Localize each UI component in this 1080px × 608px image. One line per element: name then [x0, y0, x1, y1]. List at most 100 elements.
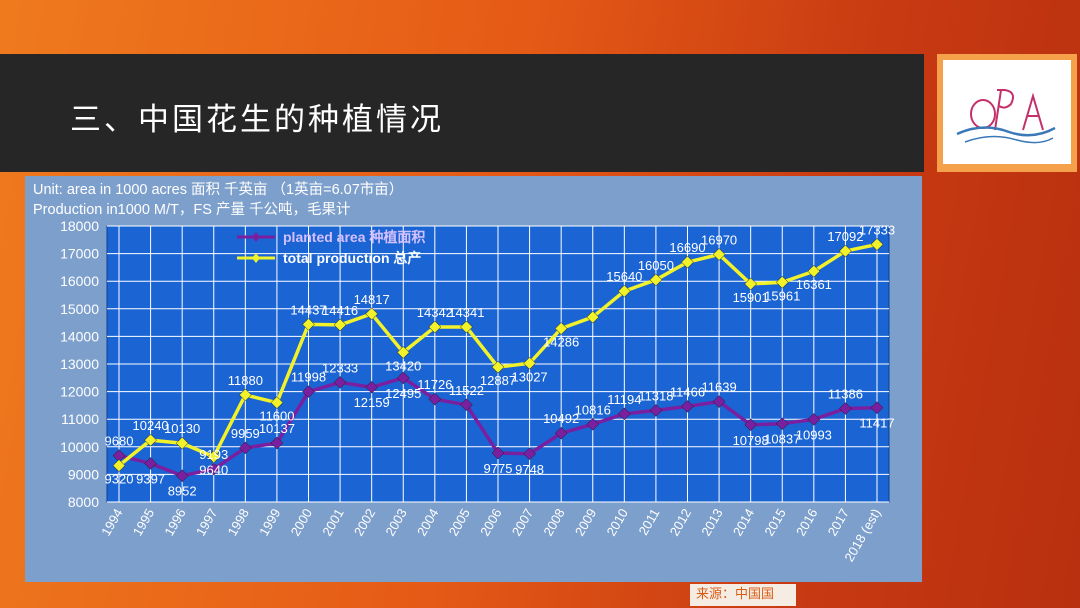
total-production-data-label: 11880 — [228, 373, 263, 388]
total-production-data-label: 14342 — [417, 305, 453, 320]
total-production-data-label: 9640 — [199, 463, 228, 478]
total-production-point — [460, 320, 473, 334]
planted-area-data-label: 12333 — [322, 360, 358, 375]
planted-area-point — [744, 418, 758, 432]
total-production-data-label: 16970 — [701, 232, 737, 247]
total-production-point — [333, 318, 347, 332]
total-production-data-label: 17092 — [827, 229, 863, 244]
title-bar: 三、中国花生的种植情况 — [0, 54, 924, 172]
slide-title: 三、中国花生的种植情况 — [70, 102, 444, 138]
x-tick-label: 2002 — [351, 506, 378, 539]
planted-area-data-label: 10798 — [733, 433, 769, 448]
total-production-point — [428, 320, 442, 334]
planted-area-point — [712, 395, 726, 408]
x-tick-label: 1999 — [256, 506, 283, 539]
x-tick-label: 2012 — [667, 506, 694, 539]
total-production-point — [839, 244, 852, 258]
planted-area-data-label: 9748 — [515, 462, 544, 477]
total-production-point — [586, 310, 600, 324]
y-tick-label: 9000 — [68, 466, 99, 482]
planted-area-data-label: 12495 — [385, 386, 421, 401]
y-tick-label: 8000 — [68, 494, 99, 510]
x-tick-label: 2015 — [761, 506, 788, 539]
grid-lines — [107, 225, 889, 503]
x-tick-label: 2003 — [382, 506, 409, 539]
total-production-point — [870, 238, 884, 251]
x-tick-label: 2007 — [509, 506, 536, 539]
y-tick-label: 12000 — [60, 384, 99, 400]
x-tick-label: 2004 — [414, 506, 441, 539]
total-production-data-label: 16050 — [638, 258, 674, 273]
planted-area-point — [681, 399, 694, 413]
total-production-data-label: 17333 — [859, 222, 895, 237]
total-production-data-label: 14817 — [354, 292, 390, 307]
planted-area-data-label: 10837 — [764, 432, 800, 447]
total-production-data-label: 11600 — [259, 409, 294, 424]
y-tick-label: 14000 — [60, 328, 99, 344]
x-tick-label: 2010 — [603, 506, 630, 539]
total-production-point — [144, 433, 157, 447]
x-tick-label: 2006 — [477, 506, 504, 539]
planted-area-point — [586, 417, 600, 431]
planted-area-point — [870, 401, 884, 415]
y-axis: 8000 9000 10000 11000 12000 13000 14000 15000 16… — [60, 218, 99, 510]
x-tick-label: 1997 — [193, 506, 220, 539]
planted-area-data-label: 10137 — [259, 421, 295, 436]
x-tick-label: 2011 — [636, 506, 663, 538]
planted-area-data-label: 11194 — [607, 392, 641, 407]
planted-area-point — [365, 380, 379, 394]
planted-area-data-label: 11998 — [291, 370, 326, 385]
planted-area-point — [270, 436, 284, 450]
planted-area-point — [491, 446, 505, 460]
planted-area-point — [554, 426, 568, 440]
x-tick-label: 2009 — [572, 506, 599, 539]
planted-area-point — [302, 385, 315, 399]
planted-area-point — [144, 457, 157, 470]
source-note: 来源：中国国 — [690, 584, 796, 606]
planted-area-data-label: 11466 — [670, 384, 705, 399]
y-tick-label: 18000 — [60, 218, 99, 234]
data-labels: 9320102401013096401188011600144371441614… — [105, 222, 896, 498]
planted-area-point — [238, 441, 252, 455]
planted-area-data-label: 11386 — [828, 387, 863, 402]
x-tick-label: 2014 — [730, 506, 757, 539]
logo-box — [937, 54, 1077, 172]
planted-area-point — [617, 407, 631, 421]
total-production-point — [712, 248, 726, 261]
y-tick-label: 16000 — [60, 273, 99, 289]
total-production-data-label: 16361 — [796, 277, 832, 292]
legend-label-total-production: total production 总产 — [283, 250, 421, 266]
total-production-point — [175, 436, 189, 450]
planted-area-point — [839, 402, 852, 415]
x-tick-label: 2008 — [540, 506, 567, 539]
series-total-production — [112, 238, 884, 472]
total-production-data-label: 15961 — [764, 288, 800, 303]
total-production-point — [491, 360, 505, 374]
planted-area-data-label: 11639 — [701, 380, 736, 395]
total-production-data-label: 14437 — [290, 302, 326, 317]
x-tick-label: 1994 — [98, 506, 125, 539]
total-production-point — [744, 277, 758, 291]
planted-area-data-label: 12159 — [354, 395, 390, 410]
total-production-data-label: 15640 — [606, 269, 642, 284]
opa-logo-icon — [956, 89, 1056, 144]
total-production-data-label: 10130 — [164, 421, 200, 436]
x-tick-label: 2005 — [446, 506, 473, 539]
x-tick-label: 1995 — [130, 506, 157, 539]
chart-svg: Unit: area in 1000 acres 面积 千英亩 （1英亩=6.0… — [33, 180, 896, 564]
x-tick-label: 1998 — [224, 506, 251, 539]
total-production-data-label: 9320 — [105, 472, 134, 487]
total-production-data-label: 12887 — [480, 373, 516, 388]
total-production-point — [523, 356, 536, 370]
total-production-point — [238, 388, 252, 402]
total-production-data-label: 15901 — [733, 290, 769, 305]
total-production-point — [207, 450, 221, 464]
total-production-point — [775, 275, 789, 289]
x-tick-label: 2000 — [288, 506, 315, 539]
y-tick-label: 10000 — [60, 439, 99, 455]
planted-area-data-label: 9775 — [484, 461, 513, 476]
logo — [943, 60, 1071, 164]
planted-area-data-label: 10816 — [575, 402, 611, 417]
total-production-point — [112, 459, 126, 472]
